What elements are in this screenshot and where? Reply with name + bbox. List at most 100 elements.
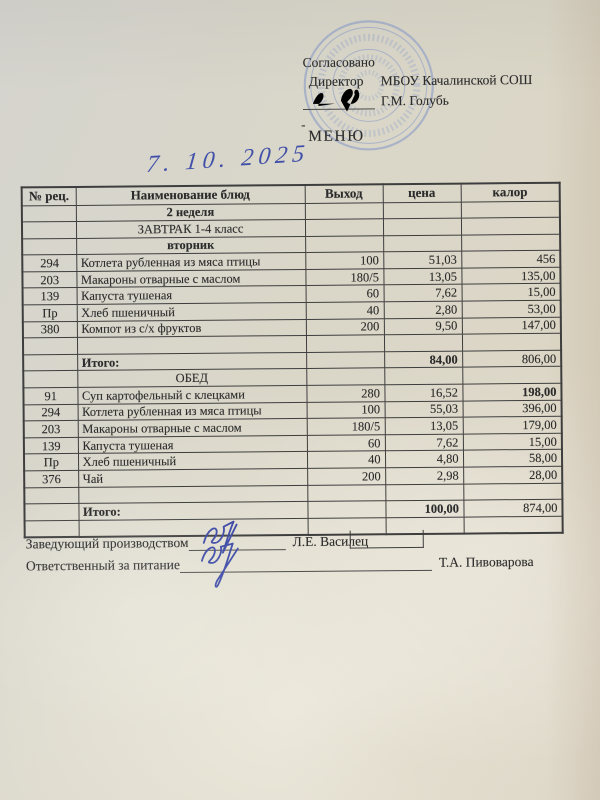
cell-output: 100 bbox=[306, 401, 385, 419]
cell-empty bbox=[304, 202, 383, 220]
cell-recipe-no: 203 bbox=[22, 271, 77, 289]
cell-output: 180/5 bbox=[305, 268, 384, 286]
cell-price: 9,50 bbox=[383, 317, 462, 336]
cell-recipe-no: 380 bbox=[22, 321, 77, 339]
cell-recipe-no: 376 bbox=[24, 470, 79, 488]
catering-officer-line: Ответственный за питание Т.А. Пивоварова bbox=[25, 542, 534, 588]
cell-empty bbox=[460, 200, 560, 219]
cell-dish-name: Хлеб пшеничный bbox=[76, 302, 306, 322]
cell-price: 51,03 bbox=[383, 251, 462, 269]
cell-total-calories: 874,00 bbox=[463, 499, 563, 517]
cell-empty bbox=[383, 234, 462, 253]
cell-price: 55,03 bbox=[384, 400, 463, 418]
cell-empty bbox=[23, 354, 78, 372]
cell-total-label: Итого: bbox=[78, 501, 308, 521]
signature-line bbox=[188, 520, 286, 554]
column-header-2: Выход bbox=[304, 184, 383, 203]
cell-recipe-no: 294 bbox=[23, 404, 78, 422]
cell-empty bbox=[304, 218, 384, 237]
cell-total-label: Итого: bbox=[77, 352, 307, 371]
cell-empty bbox=[307, 500, 386, 519]
cell-calories: 28,00 bbox=[463, 466, 563, 484]
production-manager-name: Л.Е. Василец bbox=[292, 533, 369, 550]
cell-empty bbox=[382, 201, 461, 219]
cell-dish-name: Хлеб пшеничный bbox=[77, 451, 308, 471]
cell-empty bbox=[384, 367, 463, 385]
cell-empty bbox=[305, 335, 385, 353]
cell-recipe-no: 91 bbox=[23, 387, 78, 405]
cell-empty bbox=[24, 503, 79, 521]
cell-price: 2,80 bbox=[383, 301, 462, 319]
cell-empty bbox=[307, 484, 386, 502]
cell-dish-name: Капуста тушеная bbox=[77, 435, 307, 454]
menu-table: № рец. Наименование блюд Выход цена калор 2 … bbox=[20, 181, 564, 539]
cell-empty bbox=[23, 370, 78, 388]
cell-recipe-no: 139 bbox=[23, 437, 78, 455]
cell-section-label: 2 неделя bbox=[75, 202, 305, 222]
cell-price: 7,62 bbox=[384, 433, 463, 452]
production-manager-line: Заведующий производством Л.Е. Василец bbox=[25, 520, 369, 554]
cell-price: 16,52 bbox=[384, 384, 463, 402]
cell-calories: 15,00 bbox=[462, 433, 562, 451]
cell-calories: 396,00 bbox=[462, 399, 562, 418]
cell-section-label: вторник bbox=[76, 236, 306, 255]
cell-empty bbox=[21, 221, 77, 239]
cell-empty bbox=[24, 487, 79, 505]
cell-empty bbox=[461, 333, 562, 351]
cell-output: 60 bbox=[306, 434, 385, 452]
production-manager-signature-icon bbox=[202, 520, 238, 554]
cell-empty bbox=[21, 204, 76, 223]
cell-empty bbox=[76, 335, 307, 355]
cell-empty bbox=[461, 233, 561, 252]
cell-dish-name: Чай bbox=[78, 468, 308, 488]
cell-section-label: ЗАВТРАК 1-4 класс bbox=[75, 219, 306, 239]
organization-name: МБОУ Качалинской СОШ bbox=[380, 71, 533, 89]
cell-dish-name: Макароны отварные с маслом bbox=[77, 418, 307, 438]
cell-section-label: ОБЕД bbox=[77, 368, 307, 388]
cell-output: 200 bbox=[305, 318, 384, 336]
cell-recipe-no: 294 bbox=[22, 254, 77, 272]
cell-empty bbox=[460, 217, 561, 235]
cell-recipe-no: 139 bbox=[22, 287, 77, 305]
cell-dish-name: Котлета рубленная из мяса птицы bbox=[77, 402, 307, 421]
cell-dish-name: Капуста тушеная bbox=[76, 285, 306, 305]
cell-total-price: 84,00 bbox=[384, 350, 463, 369]
table-body: 2 неделя ЗАВТРАК 1-4 класс вторник 294 Котле… bbox=[21, 200, 563, 538]
cell-empty bbox=[306, 351, 385, 369]
column-header-3: цена bbox=[382, 183, 461, 203]
cell-recipe-no: Пр bbox=[23, 453, 79, 471]
signature-line bbox=[179, 542, 432, 588]
cell-calories: 179,00 bbox=[462, 416, 562, 434]
column-header-1: Наименование блюд bbox=[75, 184, 305, 205]
cell-calories: 135,00 bbox=[461, 267, 561, 285]
cell-recipe-no: 203 bbox=[23, 420, 78, 438]
cell-price: 13,05 bbox=[383, 267, 462, 286]
handwritten-date: 7. 10. 2025 bbox=[145, 140, 311, 179]
cell-empty bbox=[463, 482, 563, 501]
cell-calories: 53,00 bbox=[461, 300, 561, 318]
cell-empty bbox=[463, 515, 563, 534]
cell-output: 100 bbox=[305, 252, 384, 270]
signature-line bbox=[302, 88, 375, 112]
catering-officer-signature-icon bbox=[200, 542, 239, 588]
cell-calories: 147,00 bbox=[461, 316, 561, 335]
cell-output: 60 bbox=[305, 285, 384, 303]
cell-output: 180/5 bbox=[306, 417, 385, 436]
cell-price: 4,80 bbox=[384, 450, 464, 468]
column-header-4: калор bbox=[460, 182, 560, 202]
cell-calories: 198,00 bbox=[462, 383, 562, 401]
cell-empty bbox=[385, 483, 464, 501]
cell-empty bbox=[22, 337, 78, 355]
cell-dish-name: Макароны отварные с маслом bbox=[76, 269, 306, 288]
cell-output: 200 bbox=[307, 467, 386, 486]
agreed-label: Согласовано bbox=[302, 54, 375, 70]
cell-dish-name: Компот из с/х фруктов bbox=[76, 319, 306, 338]
production-manager-label: Заведующий производством bbox=[25, 534, 189, 552]
catering-officer-label: Ответственный за питание bbox=[25, 557, 180, 574]
cell-empty bbox=[78, 485, 308, 504]
cell-price: 2,98 bbox=[385, 467, 464, 485]
cell-recipe-no: Пр bbox=[22, 304, 77, 322]
cell-empty bbox=[22, 238, 77, 256]
